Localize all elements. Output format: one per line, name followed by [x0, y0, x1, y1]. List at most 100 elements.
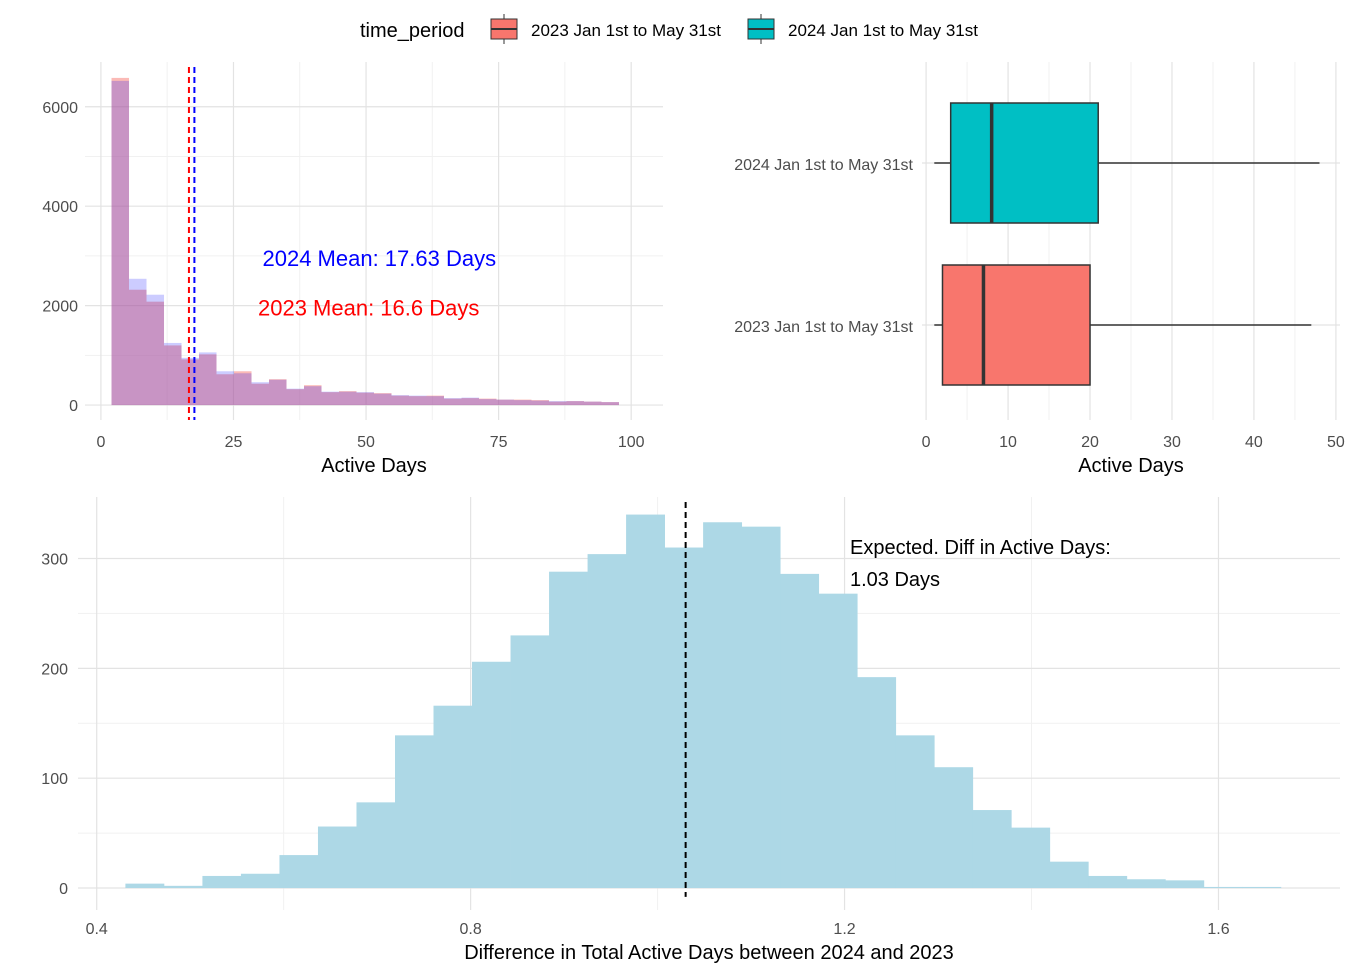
- active-days-boxplot-panel: 0 10 20 30 40 50 2024 Jan 1st to May 31st 2023 …: [734, 62, 1345, 477]
- x-tick-label: 0: [922, 434, 931, 451]
- x-axis-title: Difference in Total Active Days between …: [464, 942, 954, 964]
- histogram-bar: [664, 547, 704, 889]
- histogram-bar: [163, 885, 203, 889]
- x-tick-label: 0.8: [459, 921, 481, 938]
- y-tick-label: 2000: [42, 299, 78, 316]
- histogram-bar: [356, 392, 374, 406]
- x-tick-label: 1.6: [1207, 921, 1229, 938]
- histogram-bar: [601, 402, 619, 406]
- histogram-bar: [129, 278, 147, 406]
- legend-label-2024: 2024 Jan 1st to May 31st: [788, 21, 978, 40]
- y-tick-label: 0: [59, 881, 68, 898]
- histogram-bar: [374, 393, 392, 406]
- difference-histogram-panel: 0.4 0.8 1.2 1.6 0 100 200 300 Expected. Diff in …: [41, 497, 1340, 964]
- histogram-bar: [478, 399, 497, 406]
- histogram-bar: [478, 398, 497, 406]
- histogram-bar: [356, 802, 396, 889]
- legend-title: time_period: [360, 20, 465, 42]
- x-tick-label: 100: [618, 434, 645, 451]
- x-tick-label: 1.2: [833, 921, 855, 938]
- x-tick-label: 10: [999, 434, 1017, 451]
- y-tick-label: 0: [69, 398, 78, 415]
- histogram-bar: [426, 396, 444, 406]
- histogram-bar: [1011, 827, 1051, 889]
- histogram-bar: [125, 883, 165, 889]
- histogram-bar: [510, 635, 550, 889]
- y-tick-label: 2023 Jan 1st to May 31st: [734, 319, 913, 336]
- histogram-bar: [269, 379, 287, 406]
- x-tick-label: 20: [1081, 434, 1099, 451]
- histogram-bar: [111, 80, 130, 406]
- y-tick-label: 200: [41, 661, 68, 678]
- histogram-bar: [583, 401, 602, 406]
- histogram-bar: [304, 385, 322, 406]
- histogram-bar: [443, 398, 462, 406]
- x-tick-label: 50: [357, 434, 375, 451]
- histogram-bar: [394, 735, 434, 889]
- mean-annotation: 2024 Mean: 17.63 Days: [262, 246, 496, 271]
- histogram-bar: [531, 400, 549, 406]
- box-iqr: [941, 264, 1091, 386]
- histogram-bar: [587, 554, 627, 889]
- histogram-bar: [496, 399, 514, 406]
- histogram-bar: [199, 354, 217, 406]
- histogram-bar: [251, 382, 270, 406]
- histogram-bar: [317, 826, 357, 889]
- histogram-bar: [240, 873, 280, 889]
- histogram-bar: [339, 391, 357, 406]
- histogram-bar: [146, 301, 165, 406]
- histogram-bar: [408, 395, 427, 406]
- histogram-bar: [146, 294, 165, 406]
- histogram-bar: [1088, 875, 1128, 889]
- histogram-bar: [164, 342, 182, 406]
- histogram-bar: [234, 373, 252, 406]
- histogram-bar: [374, 393, 392, 406]
- histogram-bar: [972, 810, 1012, 889]
- histogram-bar: [279, 855, 319, 889]
- expected-diff-annotation: Expected. Diff in Active Days:: [850, 537, 1111, 559]
- histogram-bar: [391, 395, 409, 406]
- histogram-bar: [780, 573, 820, 889]
- x-tick-label: 0.4: [86, 921, 108, 938]
- box-iqr: [949, 102, 1099, 224]
- histogram-bar: [1203, 886, 1243, 889]
- histogram-bar: [934, 767, 974, 889]
- histogram-bar: [566, 401, 584, 406]
- y-tick-label: 6000: [42, 100, 78, 117]
- x-axis-title: Active Days: [321, 455, 427, 477]
- histogram-bar: [234, 371, 252, 406]
- y-tick-label: 300: [41, 552, 68, 569]
- histogram-bar: [1242, 886, 1282, 889]
- mean-annotation: 2023 Mean: 16.6 Days: [258, 296, 479, 321]
- x-tick-label: 30: [1163, 434, 1181, 451]
- histogram-bar: [286, 389, 305, 406]
- histogram-bar: [269, 379, 287, 406]
- histogram-bar: [703, 522, 743, 889]
- histogram-bar: [216, 371, 235, 406]
- histogram-bar: [129, 289, 147, 406]
- x-tick-label: 25: [225, 434, 243, 451]
- histogram-bar: [472, 661, 511, 889]
- histogram-bar: [531, 400, 549, 406]
- histogram-bar: [216, 374, 235, 406]
- histogram-bar: [111, 77, 130, 406]
- histogram-bar: [513, 400, 532, 406]
- histogram-bar: [818, 593, 858, 889]
- histogram-bar: [339, 391, 357, 406]
- histogram-bar: [1126, 879, 1166, 889]
- histogram-bar: [433, 705, 473, 889]
- histogram-bar: [391, 395, 409, 406]
- histogram-bar: [741, 526, 781, 889]
- histogram-bar: [549, 571, 588, 889]
- histogram-bar: [426, 395, 444, 406]
- legend-label-2023: 2023 Jan 1st to May 31st: [531, 21, 721, 40]
- histogram-bar: [321, 391, 340, 406]
- y-tick-label: 100: [41, 771, 68, 788]
- histogram-bar: [304, 386, 322, 406]
- histogram-bar: [548, 401, 567, 406]
- histogram-bar: [251, 383, 270, 406]
- histogram-bar: [164, 345, 182, 406]
- histogram-bar: [895, 735, 935, 889]
